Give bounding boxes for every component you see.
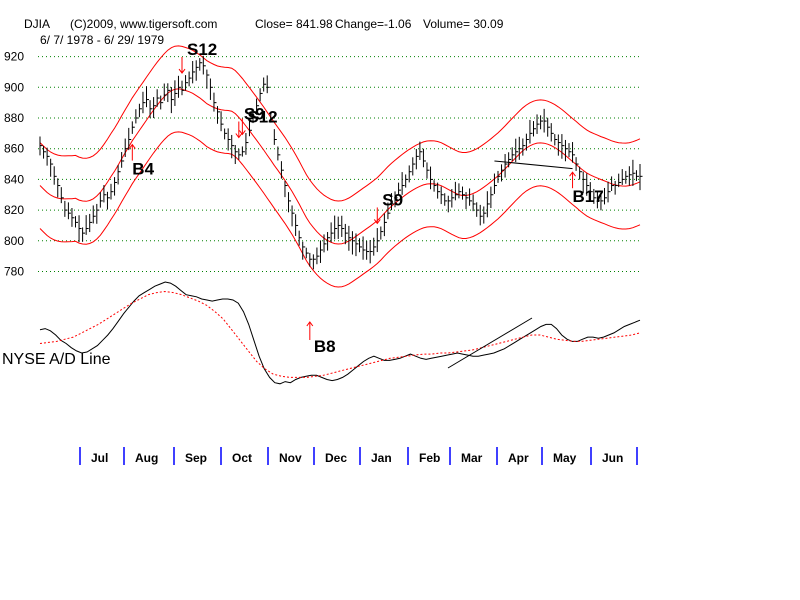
month-label-oct: Oct xyxy=(232,451,252,465)
y-tick-label-820: 820 xyxy=(4,203,24,217)
signal-arrow-head xyxy=(373,219,381,225)
y-tick-label-840: 840 xyxy=(4,172,24,186)
month-label-mar: Mar xyxy=(461,451,483,465)
signal-label: S9 xyxy=(244,104,265,123)
price-bars xyxy=(39,55,643,270)
month-label-nov: Nov xyxy=(279,451,302,465)
band-lower xyxy=(39,131,641,288)
month-axis: Jul Aug Sep Oct Nov Dec Jan Feb Mar Apr May Jun xyxy=(79,447,638,465)
signal-arrow-head xyxy=(306,321,314,327)
month-label-apr: Apr xyxy=(508,451,529,465)
chart-source: (C)2009, www.tigersoft.com xyxy=(70,17,217,31)
month-label-may: May xyxy=(553,451,577,465)
ad-moving-average-series xyxy=(39,290,641,378)
price-trendline xyxy=(494,160,573,170)
trendlines xyxy=(494,160,573,170)
band-middle xyxy=(39,88,641,245)
y-tick-label-880: 880 xyxy=(4,111,24,125)
signal-arrow-head xyxy=(235,133,243,139)
signal-label: B8 xyxy=(314,337,336,356)
chart-change: Change=-1.06 xyxy=(335,17,412,31)
y-tick-label-860: 860 xyxy=(4,142,24,156)
ad-trendline xyxy=(447,317,533,369)
chart-volume: Volume= 30.09 xyxy=(423,17,504,31)
gridlines xyxy=(38,56,640,272)
band-upper xyxy=(39,45,641,202)
y-tick-label-920: 920 xyxy=(4,50,24,64)
signal-s12-0: S12 xyxy=(178,40,217,74)
month-label-jan: Jan xyxy=(371,451,392,465)
signal-label: S12 xyxy=(187,40,217,59)
signal-b8-6: B8 xyxy=(306,321,336,356)
signal-label: S12 xyxy=(247,107,277,126)
signal-arrow-head xyxy=(238,130,246,136)
month-label-jul: Jul xyxy=(91,451,108,465)
signal-arrow-head xyxy=(128,143,136,149)
y-tick-label-780: 780 xyxy=(4,265,24,279)
month-label-feb: Feb xyxy=(419,451,440,465)
month-label-jun: Jun xyxy=(602,451,623,465)
signal-label: S9 xyxy=(382,190,403,209)
bollinger-bands xyxy=(39,45,641,288)
signal-s9-3: S9 xyxy=(373,190,403,225)
signal-s9-1: S9 xyxy=(235,104,265,139)
month-label-sep: Sep xyxy=(185,451,207,465)
signal-s12-2: S12 xyxy=(238,107,278,136)
signal-label: B4 xyxy=(132,160,154,179)
signal-arrow-head xyxy=(569,171,576,177)
chart-date-range: 6/ 7/ 1978 - 6/ 29/ 1979 xyxy=(40,33,164,47)
chart-close: Close= 841.98 xyxy=(255,17,333,31)
ad-line-series xyxy=(39,281,641,385)
signal-b4-5: B4 xyxy=(128,143,155,179)
signal-label: B17 xyxy=(573,187,604,206)
y-tick-labels: 780 800 820 840 860 880 900 920 xyxy=(4,50,24,279)
month-label-dec: Dec xyxy=(325,451,347,465)
y-tick-label-900: 900 xyxy=(4,80,24,94)
y-tick-label-800: 800 xyxy=(4,234,24,248)
chart-symbol: DJIA xyxy=(24,17,50,31)
signal-arrow-head xyxy=(178,68,186,74)
signal-b17-4: B17 xyxy=(569,171,604,206)
month-label-aug: Aug xyxy=(135,451,158,465)
ad-line-panel xyxy=(39,281,641,385)
ad-line-label: NYSE A/D Line xyxy=(2,351,111,368)
